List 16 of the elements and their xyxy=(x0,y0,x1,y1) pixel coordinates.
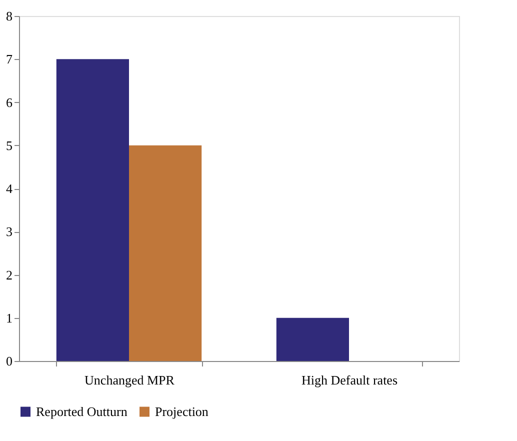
y-tick-label: 5 xyxy=(6,138,12,153)
x-tick-label: High Default rates xyxy=(301,372,398,388)
bar xyxy=(129,145,202,361)
y-tick-label: 8 xyxy=(6,8,12,24)
legend-label: Reported Outturn xyxy=(36,404,128,419)
y-tick-label: 6 xyxy=(6,94,13,110)
y-tick-label: 7 xyxy=(6,52,13,67)
bar xyxy=(56,59,129,361)
y-tick-label: 4 xyxy=(6,181,13,196)
bar xyxy=(276,318,349,361)
y-tick-label: 3 xyxy=(6,224,12,240)
legend-label: Projection xyxy=(155,404,209,419)
x-tick-label: Unchanged MPR xyxy=(84,372,175,388)
y-tick-label: 2 xyxy=(6,267,12,282)
y-tick-label: 1 xyxy=(6,310,12,326)
y-tick-label: 0 xyxy=(6,354,12,368)
